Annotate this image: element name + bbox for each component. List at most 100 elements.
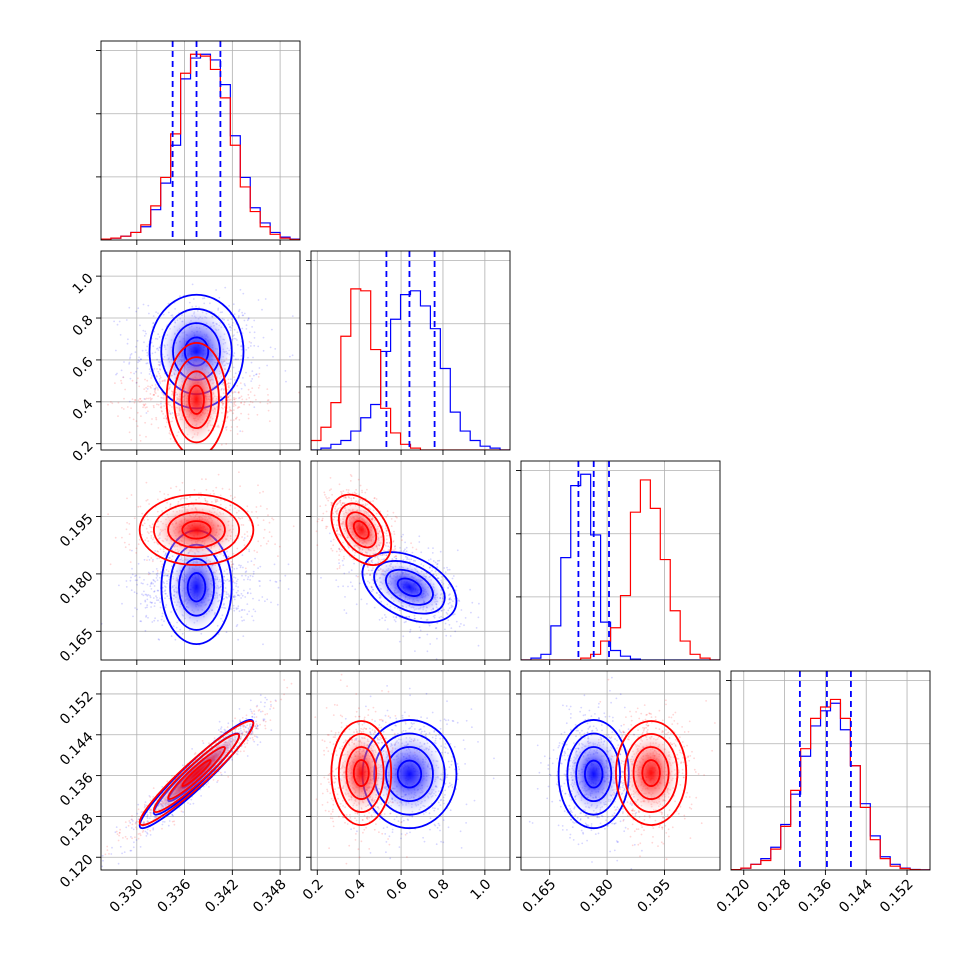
scatter-point bbox=[444, 571, 447, 574]
scatter-point bbox=[380, 600, 383, 603]
scatter-point bbox=[426, 650, 429, 653]
scatter-point bbox=[244, 384, 247, 387]
scatter-point bbox=[394, 545, 396, 548]
scatter-point bbox=[233, 396, 235, 399]
scatter-point bbox=[146, 583, 149, 586]
scatter-point bbox=[169, 433, 172, 436]
scatter-point bbox=[262, 643, 264, 646]
scatter-point bbox=[262, 490, 264, 493]
panel-frame bbox=[100, 250, 301, 451]
scatter-point bbox=[398, 640, 401, 643]
scatter-point bbox=[249, 391, 252, 393]
scatter-point bbox=[152, 321, 155, 324]
scatter-point bbox=[144, 801, 147, 803]
scatter-point bbox=[249, 726, 252, 729]
scatter-point bbox=[450, 604, 453, 607]
scatter-point bbox=[255, 373, 257, 376]
scatter-point bbox=[262, 349, 265, 352]
scatter-point bbox=[151, 384, 154, 387]
y-tick-label: 1.0 bbox=[70, 270, 97, 297]
panel-2-2 bbox=[516, 460, 721, 665]
scatter-point bbox=[141, 524, 144, 527]
scatter-point bbox=[123, 541, 126, 544]
scatter-point bbox=[215, 486, 218, 489]
scatter-point bbox=[182, 811, 185, 813]
scatter-point bbox=[388, 541, 391, 544]
scatter-point bbox=[384, 619, 386, 622]
scatter-point bbox=[153, 394, 156, 396]
scatter-point bbox=[236, 331, 239, 334]
scatter-point bbox=[387, 549, 390, 551]
scatter-point bbox=[156, 575, 159, 577]
scatter-point bbox=[231, 570, 234, 572]
scatter-point bbox=[133, 372, 136, 375]
scatter-point bbox=[236, 624, 239, 626]
scatter-point bbox=[124, 388, 126, 391]
scatter-point bbox=[221, 404, 224, 407]
scatter-point bbox=[117, 401, 120, 404]
scatter-point bbox=[452, 662, 454, 664]
scatter-point bbox=[188, 496, 191, 498]
scatter-point bbox=[144, 600, 147, 603]
scatter-point bbox=[229, 504, 232, 507]
contour-series-0-level-1 bbox=[385, 568, 434, 606]
scatter-point bbox=[393, 549, 395, 552]
scatter-point bbox=[165, 418, 168, 420]
scatter-point bbox=[243, 539, 245, 542]
panel-frame bbox=[310, 250, 511, 451]
scatter-point bbox=[168, 820, 171, 822]
scatter-point bbox=[230, 409, 233, 412]
scatter-point bbox=[154, 550, 157, 552]
scatter-point bbox=[145, 390, 148, 393]
scatter-point bbox=[137, 359, 140, 362]
scatter-point bbox=[216, 781, 219, 783]
scatter-point bbox=[243, 544, 246, 547]
scatter-point bbox=[114, 536, 117, 539]
scatter-point bbox=[334, 505, 337, 508]
scatter-point bbox=[253, 331, 256, 334]
scatter-point bbox=[151, 352, 154, 355]
scatter-point bbox=[448, 597, 451, 600]
scatter-point bbox=[243, 403, 246, 406]
scatter-point bbox=[414, 560, 417, 562]
scatter-point bbox=[325, 510, 328, 513]
scatter-point bbox=[161, 397, 164, 399]
scatter-point bbox=[219, 311, 222, 314]
scatter-point bbox=[151, 560, 154, 563]
scatter-point bbox=[141, 512, 144, 515]
scatter-point bbox=[345, 488, 348, 491]
scatter-point bbox=[162, 820, 164, 823]
scatter-point bbox=[175, 626, 178, 629]
scatter-point bbox=[144, 599, 147, 602]
scatter-point bbox=[449, 597, 452, 599]
scatter-point bbox=[248, 548, 251, 551]
scatter-point bbox=[102, 859, 104, 862]
scatter-point bbox=[121, 602, 123, 605]
scatter-point bbox=[131, 379, 134, 382]
scatter-point bbox=[232, 552, 235, 555]
scatter-point bbox=[358, 582, 361, 585]
scatter-point bbox=[144, 406, 147, 409]
scatter-point bbox=[335, 550, 338, 553]
scatter-point bbox=[240, 387, 243, 390]
y-tick-label: 0.4 bbox=[70, 396, 97, 423]
scatter-point bbox=[149, 596, 152, 599]
scatter-point bbox=[163, 394, 165, 397]
scatter-point bbox=[370, 585, 373, 588]
scatter-point bbox=[217, 729, 220, 731]
scatter-point bbox=[349, 480, 352, 482]
scatter-point bbox=[116, 323, 119, 326]
scatter-point bbox=[256, 725, 259, 727]
scatter-point bbox=[243, 589, 245, 592]
scatter-point bbox=[138, 385, 141, 388]
scatter-point bbox=[238, 392, 240, 394]
scatter-point bbox=[250, 342, 253, 344]
scatter-point bbox=[130, 849, 133, 852]
scatter-point bbox=[341, 548, 343, 551]
scatter-point bbox=[239, 485, 242, 488]
scatter-point bbox=[136, 583, 139, 586]
scatter-point bbox=[134, 399, 137, 402]
scatter-point bbox=[245, 328, 248, 330]
y-tick-label: 0.6 bbox=[70, 354, 97, 381]
scatter-point bbox=[238, 308, 241, 311]
